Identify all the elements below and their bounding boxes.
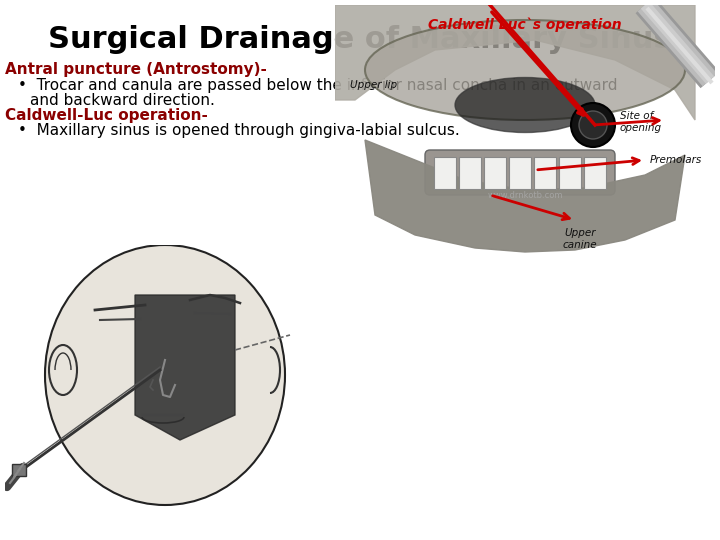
- Text: Upper
canine: Upper canine: [563, 228, 598, 249]
- FancyBboxPatch shape: [534, 157, 556, 189]
- FancyBboxPatch shape: [584, 157, 606, 189]
- Text: Caldwell-Luc operation-: Caldwell-Luc operation-: [5, 108, 208, 123]
- Text: •  Trocar and canula are passed below the inferior nasal concha in an outward: • Trocar and canula are passed below the…: [18, 78, 618, 93]
- FancyBboxPatch shape: [459, 157, 481, 189]
- Text: www.drnkotb.com: www.drnkotb.com: [487, 191, 563, 199]
- Text: Caldwell Luc`s operation: Caldwell Luc`s operation: [428, 17, 622, 31]
- Ellipse shape: [365, 20, 685, 120]
- Text: Surgical Drainage of Maxillary Sinus: Surgical Drainage of Maxillary Sinus: [48, 25, 672, 54]
- Polygon shape: [135, 295, 235, 440]
- Ellipse shape: [45, 245, 285, 505]
- FancyBboxPatch shape: [12, 464, 26, 476]
- FancyBboxPatch shape: [484, 157, 506, 189]
- FancyBboxPatch shape: [434, 157, 456, 189]
- Polygon shape: [365, 140, 685, 252]
- Text: •  Maxillary sinus is opened through gingiva-labial sulcus.: • Maxillary sinus is opened through ging…: [18, 123, 460, 138]
- Text: Antral puncture (Antrostomy)-: Antral puncture (Antrostomy)-: [5, 62, 267, 77]
- FancyBboxPatch shape: [559, 157, 581, 189]
- Text: Site of
opening: Site of opening: [620, 111, 662, 133]
- Text: and backward direction.: and backward direction.: [30, 93, 215, 108]
- Text: Upper lip: Upper lip: [350, 80, 397, 90]
- Text: Premolars: Premolars: [650, 155, 702, 165]
- Ellipse shape: [455, 78, 595, 132]
- FancyBboxPatch shape: [509, 157, 531, 189]
- FancyBboxPatch shape: [425, 150, 615, 195]
- Circle shape: [571, 103, 615, 147]
- Circle shape: [579, 111, 607, 139]
- Polygon shape: [335, 5, 695, 120]
